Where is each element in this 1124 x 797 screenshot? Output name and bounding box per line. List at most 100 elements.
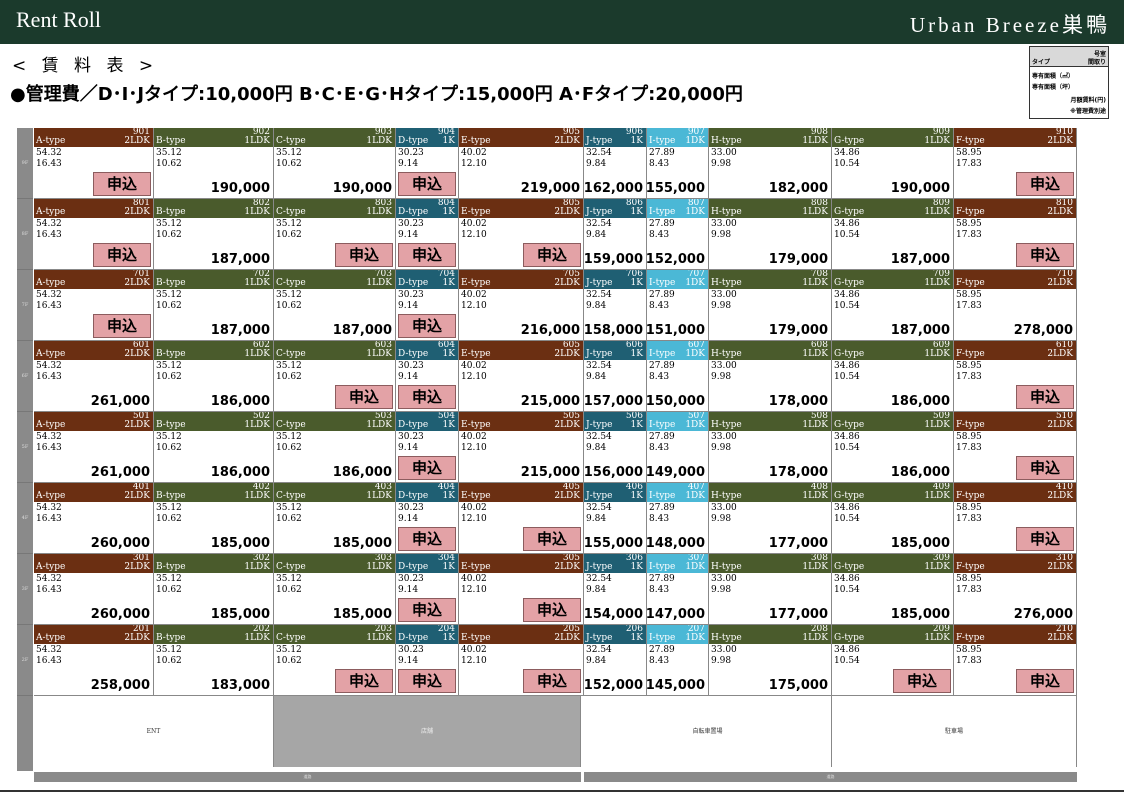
unit-907[interactable]: 907 I-type 1DK 27.89 8.43 155,000 — [647, 128, 709, 199]
unit-403[interactable]: 403 C-type 1LDK 35.12 10.62 185,000 — [274, 483, 396, 554]
unit-309[interactable]: 309 G-type 1LDK 34.86 10.54 185,000 — [832, 554, 954, 625]
unit-501[interactable]: 501 A-type 2LDK 54.32 16.43 261,000 — [34, 412, 154, 483]
unit-408[interactable]: 408 H-type 1LDK 33.00 9.98 177,000 — [709, 483, 832, 554]
unit-type: F-type — [956, 136, 985, 146]
unit-509[interactable]: 509 G-type 1LDK 34.86 10.54 186,000 — [832, 412, 954, 483]
unit-308[interactable]: 308 H-type 1LDK 33.00 9.98 177,000 — [709, 554, 832, 625]
unit-708[interactable]: 708 H-type 1LDK 33.00 9.98 179,000 — [709, 270, 832, 341]
unit-207[interactable]: 207 I-type 1DK 27.89 8.43 145,000 — [647, 625, 709, 696]
unit-302[interactable]: 302 B-type 1LDK 35.12 10.62 185,000 — [154, 554, 274, 625]
unit-209[interactable]: 209 G-type 1LDK 34.86 10.54 申込 — [832, 625, 954, 696]
unit-701[interactable]: 701 A-type 2LDK 54.32 16.43 申込 — [34, 270, 154, 341]
unit-203[interactable]: 203 C-type 1LDK 35.12 10.62 申込 — [274, 625, 396, 696]
unit-410[interactable]: 410 F-type 2LDK 58.95 17.83 申込 — [954, 483, 1077, 554]
unit-807[interactable]: 807 I-type 1DK 27.89 8.43 152,000 — [647, 199, 709, 270]
unit-705[interactable]: 705 E-type 2LDK 40.02 12.10 216,000 — [459, 270, 584, 341]
unit-902[interactable]: 902 B-type 1LDK 35.12 10.62 190,000 — [154, 128, 274, 199]
area-m2: 30.23 — [398, 290, 424, 300]
unit-608[interactable]: 608 H-type 1LDK 33.00 9.98 178,000 — [709, 341, 832, 412]
unit-510[interactable]: 510 F-type 2LDK 58.95 17.83 申込 — [954, 412, 1077, 483]
unit-310[interactable]: 310 F-type 2LDK 58.95 17.83 276,000 — [954, 554, 1077, 625]
unit-layout: 1LDK — [802, 491, 828, 501]
unit-908[interactable]: 908 H-type 1LDK 33.00 9.98 182,000 — [709, 128, 832, 199]
unit-910[interactable]: 910 F-type 2LDK 58.95 17.83 申込 — [954, 128, 1077, 199]
monthly-rent: 276,000 — [1013, 607, 1073, 622]
unit-806[interactable]: 806 J-type 1K 32.54 9.84 159,000 — [584, 199, 647, 270]
legend-note: ※管理費別途 — [1070, 108, 1106, 115]
unit-706[interactable]: 706 J-type 1K 32.54 9.84 158,000 — [584, 270, 647, 341]
unit-202[interactable]: 202 B-type 1LDK 35.12 10.62 183,000 — [154, 625, 274, 696]
unit-904[interactable]: 904 D-type 1K 30.23 9.14 申込 — [396, 128, 459, 199]
unit-210[interactable]: 210 F-type 2LDK 58.95 17.83 申込 — [954, 625, 1077, 696]
legend-box: タイプ 号室 間取り 専有面積（㎡） 専有面積（坪） 月額賃料(円) ※管理費別… — [1029, 46, 1109, 119]
unit-205[interactable]: 205 E-type 2LDK 40.02 12.10 申込 — [459, 625, 584, 696]
unit-901[interactable]: 901 A-type 2LDK 54.32 16.43 申込 — [34, 128, 154, 199]
unit-702[interactable]: 702 B-type 1LDK 35.12 10.62 187,000 — [154, 270, 274, 341]
unit-406[interactable]: 406 J-type 1K 32.54 9.84 155,000 — [584, 483, 647, 554]
area-m2: 54.32 — [36, 432, 62, 442]
room-number: 705 — [562, 270, 580, 279]
unit-401[interactable]: 401 A-type 2LDK 54.32 16.43 260,000 — [34, 483, 154, 554]
unit-301[interactable]: 301 A-type 2LDK 54.32 16.43 260,000 — [34, 554, 154, 625]
unit-601[interactable]: 601 A-type 2LDK 54.32 16.43 261,000 — [34, 341, 154, 412]
unit-type: A-type — [36, 633, 66, 643]
unit-507[interactable]: 507 I-type 1DK 27.89 8.43 149,000 — [647, 412, 709, 483]
unit-609[interactable]: 609 G-type 1LDK 34.86 10.54 186,000 — [832, 341, 954, 412]
unit-201[interactable]: 201 A-type 2LDK 54.32 16.43 258,000 — [34, 625, 154, 696]
unit-504[interactable]: 504 D-type 1K 30.23 9.14 申込 — [396, 412, 459, 483]
unit-506[interactable]: 506 J-type 1K 32.54 9.84 156,000 — [584, 412, 647, 483]
unit-type: G-type — [834, 491, 865, 501]
unit-707[interactable]: 707 I-type 1DK 27.89 8.43 151,000 — [647, 270, 709, 341]
unit-605[interactable]: 605 E-type 2LDK 40.02 12.10 215,000 — [459, 341, 584, 412]
monthly-rent: 186,000 — [210, 465, 270, 480]
room-number: 404 — [437, 483, 455, 492]
unit-802[interactable]: 802 B-type 1LDK 35.12 10.62 187,000 — [154, 199, 274, 270]
unit-502[interactable]: 502 B-type 1LDK 35.12 10.62 186,000 — [154, 412, 274, 483]
unit-508[interactable]: 508 H-type 1LDK 33.00 9.98 178,000 — [709, 412, 832, 483]
unit-303[interactable]: 303 C-type 1LDK 35.12 10.62 185,000 — [274, 554, 396, 625]
unit-layout: 2LDK — [1047, 420, 1073, 430]
unit-602[interactable]: 602 B-type 1LDK 35.12 10.62 186,000 — [154, 341, 274, 412]
unit-402[interactable]: 402 B-type 1LDK 35.12 10.62 185,000 — [154, 483, 274, 554]
unit-903[interactable]: 903 C-type 1LDK 35.12 10.62 190,000 — [274, 128, 396, 199]
unit-505[interactable]: 505 E-type 2LDK 40.02 12.10 215,000 — [459, 412, 584, 483]
unit-604[interactable]: 604 D-type 1K 30.23 9.14 申込 — [396, 341, 459, 412]
monthly-rent: 185,000 — [210, 536, 270, 551]
unit-909[interactable]: 909 G-type 1LDK 34.86 10.54 190,000 — [832, 128, 954, 199]
unit-307[interactable]: 307 I-type 1DK 27.89 8.43 147,000 — [647, 554, 709, 625]
unit-801[interactable]: 801 A-type 2LDK 54.32 16.43 申込 — [34, 199, 154, 270]
unit-206[interactable]: 206 J-type 1K 32.54 9.84 152,000 — [584, 625, 647, 696]
unit-704[interactable]: 704 D-type 1K 30.23 9.14 申込 — [396, 270, 459, 341]
unit-606[interactable]: 606 J-type 1K 32.54 9.84 157,000 — [584, 341, 647, 412]
unit-305[interactable]: 305 E-type 2LDK 40.02 12.10 申込 — [459, 554, 584, 625]
area-m2: 54.32 — [36, 645, 62, 655]
unit-304[interactable]: 304 D-type 1K 30.23 9.14 申込 — [396, 554, 459, 625]
unit-header: 410 F-type 2LDK — [954, 483, 1076, 502]
unit-409[interactable]: 409 G-type 1LDK 34.86 10.54 185,000 — [832, 483, 954, 554]
unit-type: H-type — [711, 136, 742, 146]
unit-709[interactable]: 709 G-type 1LDK 34.86 10.54 187,000 — [832, 270, 954, 341]
unit-405[interactable]: 405 E-type 2LDK 40.02 12.10 申込 — [459, 483, 584, 554]
unit-808[interactable]: 808 H-type 1LDK 33.00 9.98 179,000 — [709, 199, 832, 270]
unit-404[interactable]: 404 D-type 1K 30.23 9.14 申込 — [396, 483, 459, 554]
unit-607[interactable]: 607 I-type 1DK 27.89 8.43 150,000 — [647, 341, 709, 412]
unit-503[interactable]: 503 C-type 1LDK 35.12 10.62 186,000 — [274, 412, 396, 483]
unit-610[interactable]: 610 F-type 2LDK 58.95 17.83 申込 — [954, 341, 1077, 412]
unit-306[interactable]: 306 J-type 1K 32.54 9.84 154,000 — [584, 554, 647, 625]
unit-803[interactable]: 803 C-type 1LDK 35.12 10.62 申込 — [274, 199, 396, 270]
unit-905[interactable]: 905 E-type 2LDK 40.02 12.10 219,000 — [459, 128, 584, 199]
unit-208[interactable]: 208 H-type 1LDK 33.00 9.98 175,000 — [709, 625, 832, 696]
monthly-rent: 178,000 — [768, 394, 828, 409]
unit-804[interactable]: 804 D-type 1K 30.23 9.14 申込 — [396, 199, 459, 270]
unit-805[interactable]: 805 E-type 2LDK 40.02 12.10 申込 — [459, 199, 584, 270]
unit-407[interactable]: 407 I-type 1DK 27.89 8.43 148,000 — [647, 483, 709, 554]
unit-710[interactable]: 710 F-type 2LDK 58.95 17.83 278,000 — [954, 270, 1077, 341]
unit-703[interactable]: 703 C-type 1LDK 35.12 10.62 187,000 — [274, 270, 396, 341]
unit-810[interactable]: 810 F-type 2LDK 58.95 17.83 申込 — [954, 199, 1077, 270]
unit-header: 508 H-type 1LDK — [709, 412, 831, 431]
monthly-rent: 152,000 — [584, 678, 643, 693]
unit-809[interactable]: 809 G-type 1LDK 34.86 10.54 187,000 — [832, 199, 954, 270]
unit-603[interactable]: 603 C-type 1LDK 35.12 10.62 申込 — [274, 341, 396, 412]
unit-204[interactable]: 204 D-type 1K 30.23 9.14 申込 — [396, 625, 459, 696]
unit-906[interactable]: 906 J-type 1K 32.54 9.84 162,000 — [584, 128, 647, 199]
